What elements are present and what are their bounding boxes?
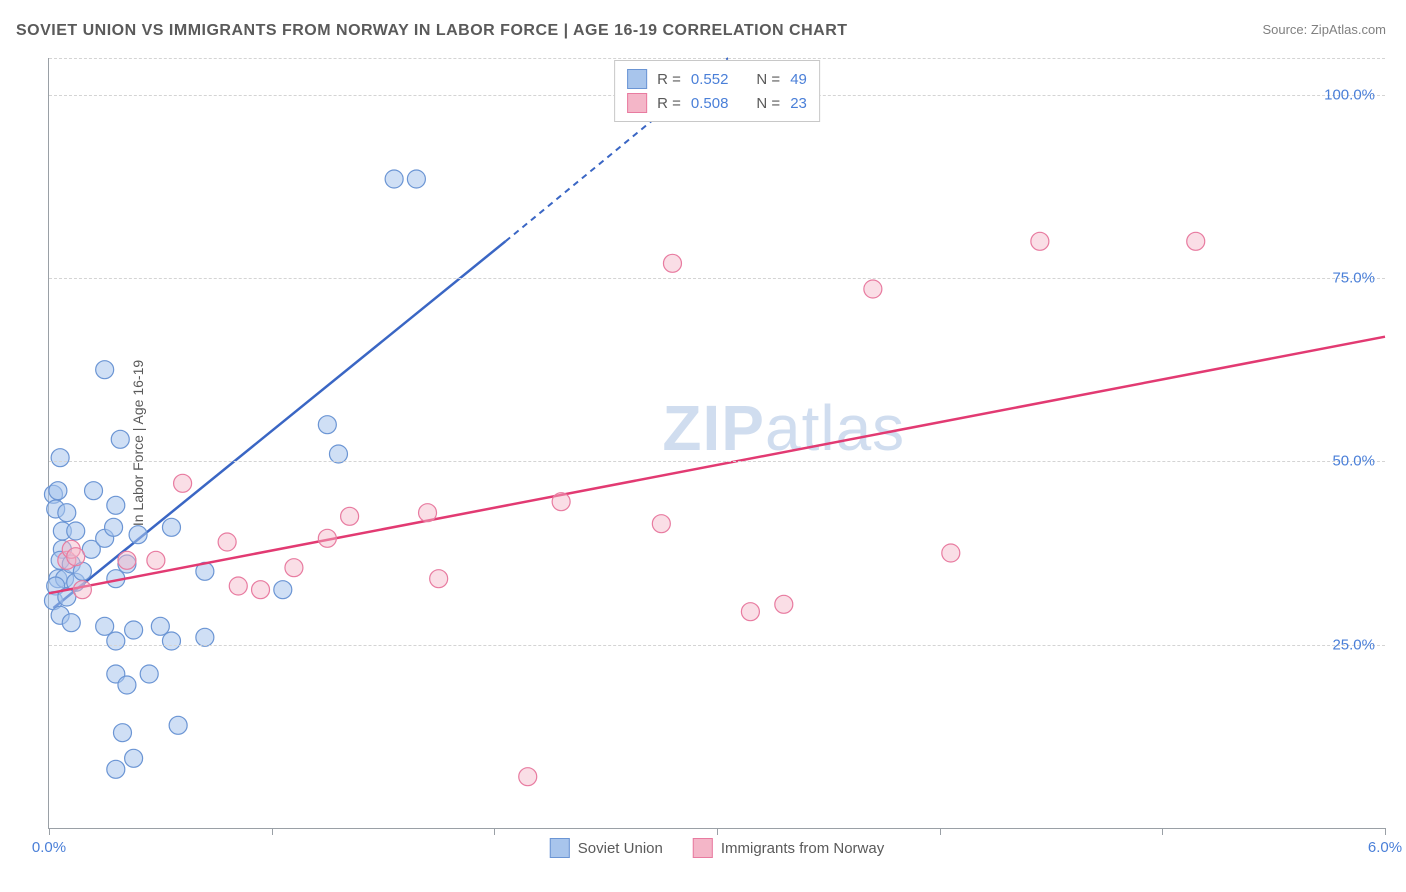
legend-series-item: Soviet Union: [550, 838, 663, 858]
legend-swatch: [627, 69, 647, 89]
data-point: [96, 617, 114, 635]
legend-series: Soviet Union Immigrants from Norway: [550, 838, 884, 858]
data-point: [151, 617, 169, 635]
x-tick: [1385, 828, 1386, 835]
data-point: [663, 254, 681, 272]
legend-stat-row: R = 0.508 N = 23: [627, 91, 807, 115]
data-point: [1031, 232, 1049, 250]
data-point: [385, 170, 403, 188]
legend-swatch: [627, 93, 647, 113]
data-point: [942, 544, 960, 562]
x-tick-label: 0.0%: [32, 839, 66, 856]
y-tick-label: 75.0%: [1332, 270, 1375, 287]
legend-stats: R = 0.552 N = 49 R = 0.508 N = 23: [614, 60, 820, 122]
data-point: [96, 361, 114, 379]
data-point: [85, 482, 103, 500]
x-tick-label: 6.0%: [1368, 839, 1402, 856]
data-point: [430, 570, 448, 588]
legend-r-value: 0.508: [691, 95, 729, 112]
data-point: [341, 507, 359, 525]
legend-n-value: 23: [790, 95, 807, 112]
legend-series-item: Immigrants from Norway: [693, 838, 884, 858]
data-point: [49, 482, 67, 500]
data-point: [274, 581, 292, 599]
data-point: [775, 595, 793, 613]
chart-source: Source: ZipAtlas.com: [1262, 22, 1386, 37]
data-point: [129, 526, 147, 544]
data-point: [1187, 232, 1205, 250]
data-point: [196, 628, 214, 646]
data-point: [147, 551, 165, 569]
gridline-h: [49, 58, 1385, 59]
y-tick-label: 50.0%: [1332, 453, 1375, 470]
x-tick: [940, 828, 941, 835]
gridline-h: [49, 645, 1385, 646]
data-point: [105, 518, 123, 536]
data-point: [111, 430, 129, 448]
data-point: [125, 749, 143, 767]
legend-series-label: Immigrants from Norway: [721, 840, 884, 857]
data-point: [67, 548, 85, 566]
plot-svg: [49, 58, 1385, 828]
legend-r-label: R =: [657, 71, 681, 88]
legend-swatch: [693, 838, 713, 858]
data-point: [125, 621, 143, 639]
data-point: [169, 716, 187, 734]
plot-area: In Labor Force | Age 16-19 ZIPatlas R = …: [48, 58, 1385, 829]
data-point: [229, 577, 247, 595]
legend-r-value: 0.552: [691, 71, 729, 88]
data-point: [652, 515, 670, 533]
legend-stat-row: R = 0.552 N = 49: [627, 67, 807, 91]
legend-n-label: N =: [756, 71, 780, 88]
data-point: [519, 768, 537, 786]
chart-title: SOVIET UNION VS IMMIGRANTS FROM NORWAY I…: [16, 22, 848, 40]
data-point: [218, 533, 236, 551]
legend-n-label: N =: [756, 95, 780, 112]
data-point: [285, 559, 303, 577]
x-tick: [1162, 828, 1163, 835]
legend-n-value: 49: [790, 71, 807, 88]
x-tick: [717, 828, 718, 835]
data-point: [58, 504, 76, 522]
y-tick-label: 25.0%: [1332, 636, 1375, 653]
data-point: [107, 632, 125, 650]
data-point: [252, 581, 270, 599]
data-point: [741, 603, 759, 621]
y-tick-label: 100.0%: [1324, 86, 1375, 103]
legend-series-label: Soviet Union: [578, 840, 663, 857]
x-tick: [494, 828, 495, 835]
data-point: [62, 614, 80, 632]
data-point: [407, 170, 425, 188]
data-point: [329, 445, 347, 463]
data-point: [73, 581, 91, 599]
data-point: [318, 529, 336, 547]
data-point: [419, 504, 437, 522]
data-point: [162, 632, 180, 650]
correlation-chart: SOVIET UNION VS IMMIGRANTS FROM NORWAY I…: [0, 0, 1406, 892]
data-point: [318, 416, 336, 434]
data-point: [162, 518, 180, 536]
gridline-h: [49, 278, 1385, 279]
legend-r-label: R =: [657, 95, 681, 112]
legend-swatch: [550, 838, 570, 858]
data-point: [107, 760, 125, 778]
x-tick: [49, 828, 50, 835]
data-point: [118, 676, 136, 694]
gridline-h: [49, 461, 1385, 462]
data-point: [51, 449, 69, 467]
data-point: [174, 474, 192, 492]
data-point: [107, 496, 125, 514]
data-point: [552, 493, 570, 511]
trend-line: [49, 337, 1385, 594]
data-point: [140, 665, 158, 683]
data-point: [118, 551, 136, 569]
data-point: [67, 522, 85, 540]
x-tick: [272, 828, 273, 835]
data-point: [113, 724, 131, 742]
data-point: [864, 280, 882, 298]
